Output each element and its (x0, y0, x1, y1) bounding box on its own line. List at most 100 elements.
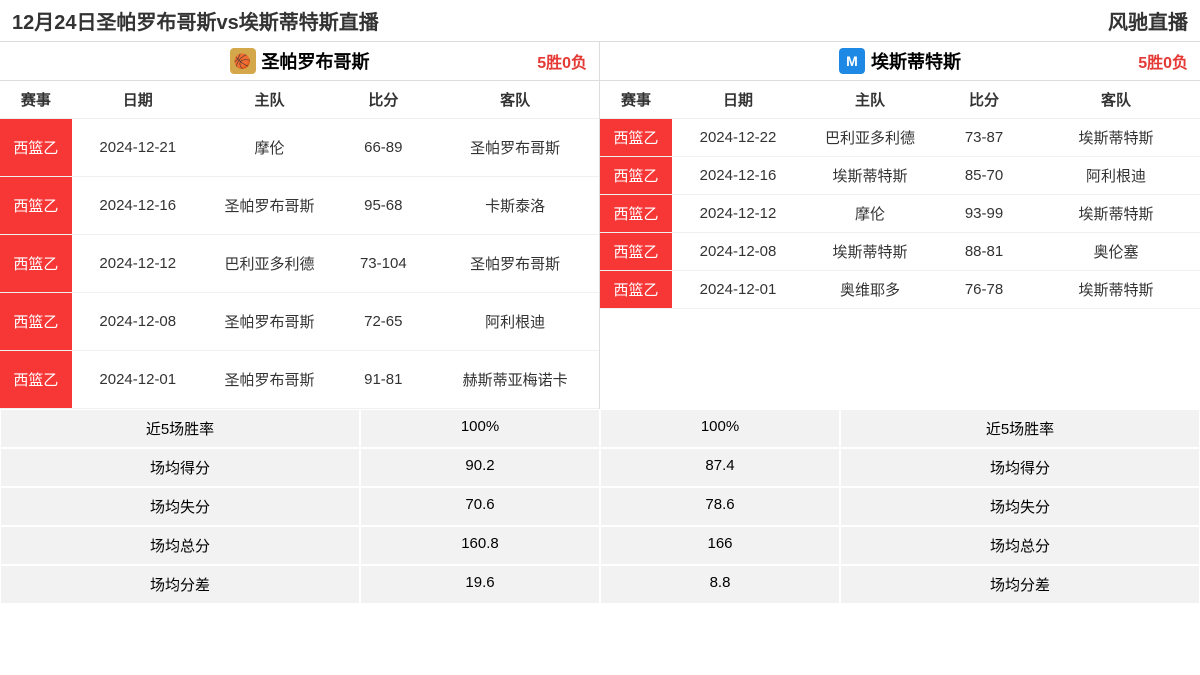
league-tag: 西篮乙 (0, 235, 72, 293)
stats-value: 19.6 (360, 565, 600, 604)
league-tag: 西篮乙 (600, 195, 672, 233)
stats-value: 8.8 (600, 565, 840, 604)
page-header: 12月24日圣帕罗布哥斯vs埃斯蒂特斯直播 风驰直播 (0, 0, 1200, 42)
stats-label: 场均分差 (0, 565, 360, 604)
cell-date: 2024-12-12 (672, 195, 804, 233)
cell-score: 93-99 (936, 195, 1032, 233)
league-tag: 西篮乙 (0, 293, 72, 351)
col-league: 赛事 (600, 81, 672, 119)
table-row: 西篮乙2024-12-01圣帕罗布哥斯91-81赫斯蒂亚梅诺卡 (0, 351, 599, 409)
stats-row-diff: 场均分差 19.6 8.8 场均分差 (0, 565, 1200, 604)
cell-home: 摩伦 (804, 195, 936, 233)
right-team-record: 5胜0负 (1138, 49, 1188, 73)
table-row: 西篮乙2024-12-08圣帕罗布哥斯72-65阿利根迪 (0, 293, 599, 351)
col-away: 客队 (1032, 81, 1200, 119)
table-row: 西篮乙2024-12-16圣帕罗布哥斯95-68卡斯泰洛 (0, 177, 599, 235)
stats-value: 100% (600, 409, 840, 448)
league-tag: 西篮乙 (600, 119, 672, 157)
cell-away: 埃斯蒂特斯 (1032, 195, 1200, 233)
cell-score: 91-81 (335, 351, 431, 409)
table-row: 西篮乙2024-12-01奥维耶多76-78埃斯蒂特斯 (600, 271, 1200, 309)
cell-score: 85-70 (936, 157, 1032, 195)
page-title: 12月24日圣帕罗布哥斯vs埃斯蒂特斯直播 (12, 6, 379, 35)
main-content: 🏀 圣帕罗布哥斯 5胜0负 赛事 日期 主队 比分 客队 西篮乙2024-12-… (0, 42, 1200, 409)
col-score: 比分 (936, 81, 1032, 119)
col-date: 日期 (672, 81, 804, 119)
stats-row-score: 场均得分 90.2 87.4 场均得分 (0, 448, 1200, 487)
stats-row-concede: 场均失分 70.6 78.6 场均失分 (0, 487, 1200, 526)
cell-date: 2024-12-12 (72, 235, 204, 293)
cell-away: 赫斯蒂亚梅诺卡 (431, 351, 599, 409)
stats-footer: 近5场胜率 100% 100% 近5场胜率 场均得分 90.2 87.4 场均得… (0, 409, 1200, 604)
cell-date: 2024-12-22 (672, 119, 804, 157)
league-tag: 西篮乙 (600, 157, 672, 195)
cell-score: 88-81 (936, 233, 1032, 271)
col-home: 主队 (804, 81, 936, 119)
cell-date: 2024-12-21 (72, 119, 204, 177)
table-row: 西篮乙2024-12-12巴利亚多利德73-104圣帕罗布哥斯 (0, 235, 599, 293)
table-row: 西篮乙2024-12-21摩伦66-89圣帕罗布哥斯 (0, 119, 599, 177)
stats-value: 90.2 (360, 448, 600, 487)
stats-row-total: 场均总分 160.8 166 场均总分 (0, 526, 1200, 565)
cell-score: 76-78 (936, 271, 1032, 309)
col-score: 比分 (335, 81, 431, 119)
stats-value: 70.6 (360, 487, 600, 526)
cell-home: 巴利亚多利德 (804, 119, 936, 157)
stats-label: 场均得分 (0, 448, 360, 487)
cell-score: 66-89 (335, 119, 431, 177)
table-row: 西篮乙2024-12-08埃斯蒂特斯88-81奥伦塞 (600, 233, 1200, 271)
cell-away: 埃斯蒂特斯 (1032, 119, 1200, 157)
stats-label: 场均失分 (840, 487, 1200, 526)
stats-value: 87.4 (600, 448, 840, 487)
cell-score: 73-87 (936, 119, 1032, 157)
cell-home: 摩伦 (204, 119, 336, 177)
table-row: 西篮乙2024-12-22巴利亚多利德73-87埃斯蒂特斯 (600, 119, 1200, 157)
stats-value: 78.6 (600, 487, 840, 526)
league-tag: 西篮乙 (0, 119, 72, 177)
cell-home: 圣帕罗布哥斯 (204, 351, 336, 409)
league-tag: 西篮乙 (0, 351, 72, 409)
stats-label: 场均失分 (0, 487, 360, 526)
stats-label: 场均得分 (840, 448, 1200, 487)
cell-date: 2024-12-16 (72, 177, 204, 235)
cell-away: 埃斯蒂特斯 (1032, 271, 1200, 309)
cell-score: 73-104 (335, 235, 431, 293)
cell-home: 圣帕罗布哥斯 (204, 293, 336, 351)
cell-score: 95-68 (335, 177, 431, 235)
league-tag: 西篮乙 (0, 177, 72, 235)
right-team-logo-icon: M (839, 48, 865, 74)
cell-home: 圣帕罗布哥斯 (204, 177, 336, 235)
stats-label: 近5场胜率 (0, 409, 360, 448)
cell-home: 奥维耶多 (804, 271, 936, 309)
stats-label: 场均分差 (840, 565, 1200, 604)
cell-away: 圣帕罗布哥斯 (431, 119, 599, 177)
stats-row-winrate: 近5场胜率 100% 100% 近5场胜率 (0, 409, 1200, 448)
right-results-table: 赛事 日期 主队 比分 客队 西篮乙2024-12-22巴利亚多利德73-87埃… (600, 81, 1200, 309)
left-panel: 🏀 圣帕罗布哥斯 5胜0负 赛事 日期 主队 比分 客队 西篮乙2024-12-… (0, 42, 600, 409)
table-row: 西篮乙2024-12-16埃斯蒂特斯85-70阿利根迪 (600, 157, 1200, 195)
cell-away: 阿利根迪 (1032, 157, 1200, 195)
left-results-table: 赛事 日期 主队 比分 客队 西篮乙2024-12-21摩伦66-89圣帕罗布哥… (0, 81, 599, 409)
col-date: 日期 (72, 81, 204, 119)
cell-date: 2024-12-01 (72, 351, 204, 409)
cell-away: 圣帕罗布哥斯 (431, 235, 599, 293)
cell-score: 72-65 (335, 293, 431, 351)
left-team-name: 圣帕罗布哥斯 (262, 48, 370, 74)
site-name: 风驰直播 (1108, 6, 1188, 35)
right-team-header: M 埃斯蒂特斯 5胜0负 (600, 42, 1200, 81)
stats-value: 160.8 (360, 526, 600, 565)
right-team-name: 埃斯蒂特斯 (871, 48, 961, 74)
cell-home: 巴利亚多利德 (204, 235, 336, 293)
league-tag: 西篮乙 (600, 271, 672, 309)
table-row: 西篮乙2024-12-12摩伦93-99埃斯蒂特斯 (600, 195, 1200, 233)
stats-label: 近5场胜率 (840, 409, 1200, 448)
league-tag: 西篮乙 (600, 233, 672, 271)
cell-home: 埃斯蒂特斯 (804, 157, 936, 195)
col-home: 主队 (204, 81, 336, 119)
col-away: 客队 (431, 81, 599, 119)
table-header-row: 赛事 日期 主队 比分 客队 (600, 81, 1200, 119)
cell-home: 埃斯蒂特斯 (804, 233, 936, 271)
cell-date: 2024-12-16 (672, 157, 804, 195)
cell-away: 阿利根迪 (431, 293, 599, 351)
cell-date: 2024-12-08 (672, 233, 804, 271)
